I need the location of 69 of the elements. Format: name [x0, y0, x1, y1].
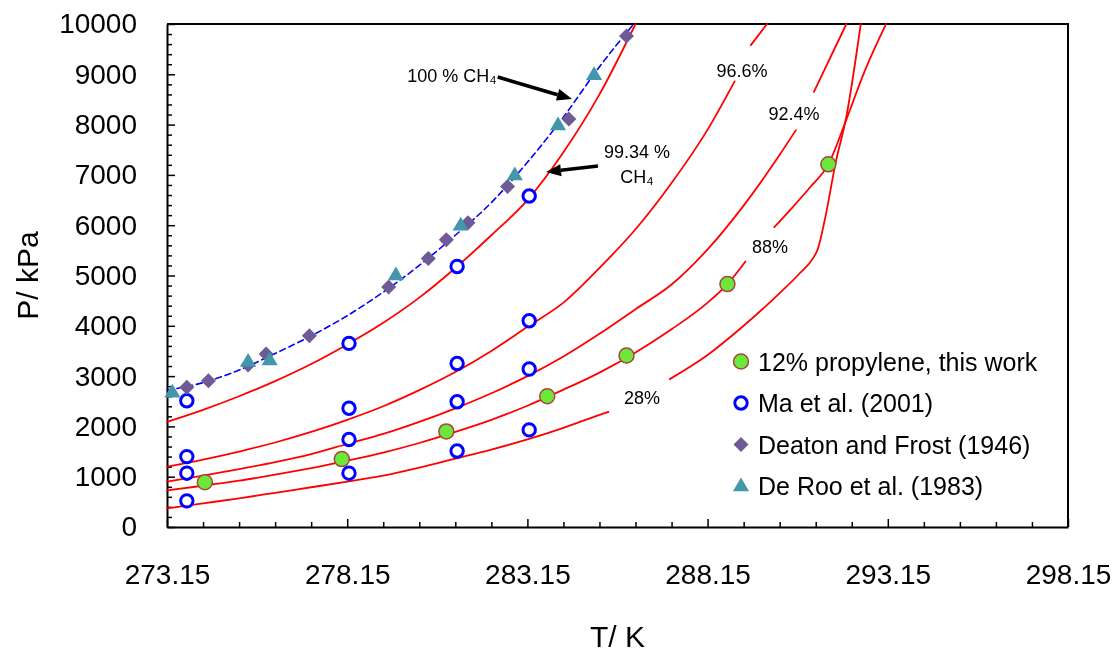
point	[341, 465, 357, 481]
point	[561, 111, 577, 127]
point	[341, 400, 357, 416]
point	[179, 493, 195, 509]
point	[179, 379, 195, 395]
y-tick-label: 4000	[74, 310, 137, 342]
annotation: 28%	[623, 387, 661, 408]
point	[381, 279, 397, 295]
point	[449, 394, 465, 410]
point	[341, 431, 357, 448]
y-tick-label: 8000	[74, 109, 137, 141]
point	[500, 178, 516, 194]
point	[449, 355, 465, 372]
point	[521, 422, 537, 438]
annotation: 92.4%	[768, 103, 820, 124]
point	[196, 473, 214, 491]
y-axis-title: P/ kPa	[11, 231, 44, 320]
y-tick-label: 9000	[74, 58, 137, 90]
legend-label: 12% propylene, this work	[758, 347, 1038, 376]
point	[240, 353, 257, 367]
x-axis-title: T/ K	[589, 620, 646, 653]
point	[261, 351, 278, 366]
x-tick-label: 273.15	[124, 558, 211, 590]
annotation: 100 % CH₄	[407, 65, 497, 86]
y-tick-label: 6000	[74, 209, 137, 241]
legend-label: De Roo et al. (1983)	[758, 472, 984, 500]
x-tick-label: 283.15	[485, 558, 571, 590]
point	[438, 423, 455, 440]
y-tick-label: 3000	[74, 360, 137, 392]
y-tick-label: 1000	[74, 461, 137, 493]
annotation: 96.6%	[716, 60, 768, 81]
point	[179, 465, 195, 481]
y-tick-label: 5000	[74, 259, 137, 291]
point	[820, 156, 837, 173]
point	[420, 250, 436, 266]
point	[333, 450, 351, 468]
legend-label: Ma et al. (2001)	[758, 389, 934, 417]
annotation: 99.34 % CH₄	[603, 142, 671, 187]
point	[438, 232, 454, 248]
y-tick-label: 10000	[59, 8, 137, 40]
y-tick-label: 2000	[74, 410, 137, 442]
x-tick-label: 278.15	[304, 558, 391, 590]
point	[586, 66, 603, 81]
point	[538, 387, 556, 405]
point	[179, 393, 195, 409]
legend-label: Deaton and Frost (1946)	[758, 430, 1031, 459]
y-tick-label: 0	[121, 511, 137, 543]
point	[301, 328, 317, 344]
point	[719, 275, 736, 293]
x-tick-label: 293.15	[845, 558, 932, 590]
annotation: 88%	[751, 236, 789, 257]
point	[452, 216, 469, 231]
point	[521, 313, 537, 329]
point	[164, 383, 181, 398]
point	[506, 166, 523, 181]
point	[179, 448, 195, 465]
point	[387, 266, 404, 281]
point	[200, 373, 216, 389]
point	[341, 335, 357, 352]
point	[521, 361, 537, 377]
point	[521, 188, 537, 204]
point	[618, 347, 635, 364]
point	[619, 28, 635, 44]
point	[449, 443, 465, 459]
point	[549, 116, 567, 131]
x-tick-label: 288.15	[665, 558, 751, 590]
point	[449, 258, 465, 275]
y-tick-label: 7000	[74, 159, 137, 191]
x-tick-label: 298.15	[1025, 558, 1112, 590]
